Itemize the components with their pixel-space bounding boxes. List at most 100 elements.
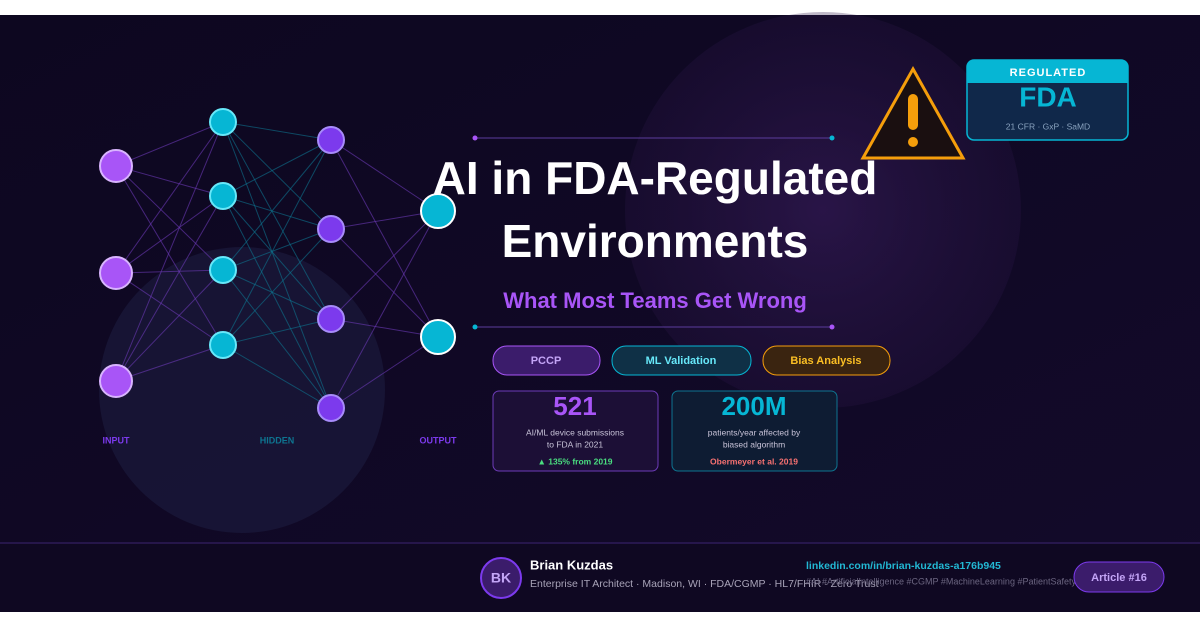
edge [222,139,332,271]
stat-caption: patients/year affected by [708,427,801,437]
author-role: Enterprise IT Architect · Madison, WI · … [530,578,879,590]
warning-icon [860,65,966,160]
stat-value: 521 [553,391,596,421]
node [209,331,237,359]
stat-caption: to FDA in 2021 [547,439,604,449]
layer-label: HIDDEN [260,435,295,445]
edge [330,139,439,338]
subtitle: What Most Teams Get Wrong [503,288,807,313]
edge [222,269,332,320]
node [99,256,133,290]
node [317,305,345,333]
tag [611,345,752,376]
badge-top: REGULATED [1010,67,1087,79]
edge [222,121,332,320]
dot [829,135,835,141]
network [99,108,456,422]
author-name: Brian Kuzdas [530,557,613,572]
article-label: Article #16 [1091,572,1147,584]
badge-band [967,60,1128,83]
edge [115,272,224,346]
stat-caption: AI/ML device submissions [526,427,624,437]
badge-main: FDA [1019,81,1077,112]
bottom-strip [0,612,1200,627]
tag-label: ML Validation [646,355,717,367]
article-pill [1073,561,1165,593]
edge [330,336,439,409]
edge [115,165,224,197]
edge [330,210,439,230]
badge-sub: 21 CFR · GxP · SaMD [1006,121,1090,131]
layer-label: INPUT [103,435,131,445]
avatar [480,557,522,599]
stat-card: 200M patients/year affected by biased al… [671,390,838,472]
node [317,126,345,154]
node [317,215,345,243]
edge [115,344,224,382]
edge [115,269,224,274]
stat-card: 521 AI/ML device submissions to FDA in 2… [492,390,659,472]
node [420,319,456,355]
tag-label: PCCP [531,355,562,367]
edge [222,195,332,320]
edge [222,139,332,346]
edge [330,318,439,338]
edge [115,121,224,382]
footer [0,544,1200,612]
node [209,256,237,284]
node [317,394,345,422]
node [420,193,456,229]
node [209,108,237,136]
card [671,390,838,472]
warning-dot [908,137,918,147]
warning-bar [908,94,918,130]
stat-value: 200M [721,391,786,421]
title: Environments [502,215,809,267]
layer-label: OUTPUT [420,435,458,445]
edge [222,318,332,346]
edge [330,228,439,338]
edge [115,195,224,382]
node [209,182,237,210]
edge [115,121,224,167]
glow [99,247,385,533]
node [99,149,133,183]
hashtags: #AI #ArtificialIntelligence #CGMP #Machi… [806,576,1076,586]
edge [222,195,332,409]
fda-badge: REGULATED FDA 21 CFR · GxP · SaMD [966,59,1129,141]
node [99,364,133,398]
tag-label: Bias Analysis [790,355,861,367]
edge [115,195,224,274]
edge [115,269,224,382]
edge [330,210,439,320]
stat-caption: biased algorithm [723,439,785,449]
edge [115,121,224,274]
edge [222,344,332,409]
title: AI in FDA-Regulated [433,152,878,204]
edge [222,269,332,409]
tag [762,345,891,376]
edge [222,121,332,141]
edge [222,121,332,230]
dot [472,324,478,330]
edge [222,195,332,230]
tags: PCCP ML Validation Bias Analysis [492,345,891,376]
initials: BK [491,570,511,586]
tag [492,345,601,376]
link[interactable]: linkedin.com/in/brian-kuzdas-a176b945 [806,560,1001,572]
dot [472,135,478,141]
stat-note: ▲ 135% from 2019 [537,456,612,466]
dot [829,324,835,330]
edge [222,228,332,271]
edge [115,165,224,346]
edge [222,121,332,409]
edge [115,165,224,271]
edge [222,228,332,346]
card [492,390,659,472]
stat-note: Obermeyer et al. 2019 [710,456,798,466]
edge [222,139,332,197]
edge [330,139,439,212]
edge [330,210,439,409]
